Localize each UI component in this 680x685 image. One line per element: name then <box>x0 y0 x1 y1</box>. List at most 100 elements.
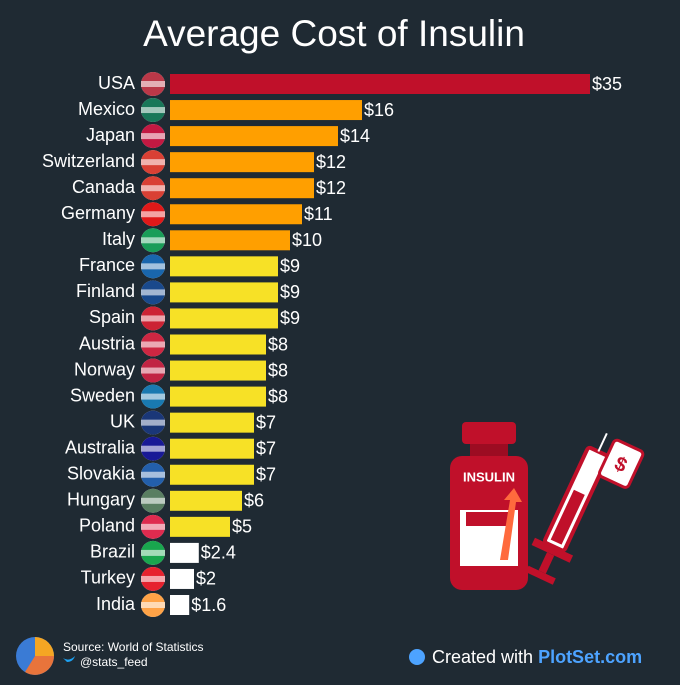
flag-band <box>141 445 165 452</box>
flag-band <box>141 237 165 244</box>
footer: Source: World of Statistics @stats_feed … <box>16 637 642 675</box>
bar <box>170 438 254 459</box>
category-label: UK <box>110 411 135 431</box>
flag-band <box>141 315 165 322</box>
value-label: $8 <box>268 360 288 380</box>
value-label: $1.6 <box>191 595 226 615</box>
value-label: $9 <box>280 282 300 302</box>
category-label: Australia <box>65 437 136 457</box>
category-label: Japan <box>86 125 135 145</box>
flag-band <box>141 107 165 114</box>
value-label: $10 <box>292 230 322 250</box>
bar <box>170 412 254 433</box>
value-label: $35 <box>592 74 622 94</box>
category-label: Slovakia <box>67 464 136 484</box>
flag-band <box>141 263 165 270</box>
flag-band <box>141 341 165 348</box>
bar <box>170 516 230 537</box>
category-label: Austria <box>79 333 136 353</box>
value-label: $12 <box>316 152 346 172</box>
flag-band <box>141 471 165 478</box>
flag-band <box>141 289 165 296</box>
flag-band <box>141 575 165 582</box>
bar <box>170 74 590 94</box>
source: Source: World of Statistics <box>63 640 204 654</box>
category-label: Hungary <box>67 490 135 510</box>
value-label: $7 <box>256 465 276 485</box>
category-label: Poland <box>79 516 135 536</box>
flag-band <box>141 133 165 140</box>
value-label: $7 <box>256 412 276 432</box>
flag-band <box>141 185 165 192</box>
category-label: India <box>96 594 136 614</box>
flag-band <box>141 393 165 400</box>
bar <box>170 256 278 277</box>
bar <box>170 360 266 381</box>
flag-band <box>141 549 165 556</box>
value-label: $6 <box>244 491 264 511</box>
flag-band <box>141 523 165 530</box>
value-label: $11 <box>304 204 333 224</box>
bar <box>170 308 278 329</box>
illustration: INSULIN $ <box>450 422 645 590</box>
value-label: $5 <box>232 517 252 537</box>
category-label: Spain <box>89 307 135 327</box>
brand: PlotSet.com <box>538 647 642 667</box>
value-label: $2 <box>196 569 216 589</box>
value-label: $8 <box>268 386 288 406</box>
category-label: Sweden <box>70 385 135 405</box>
value-label: $7 <box>256 438 276 458</box>
bill <box>466 512 512 526</box>
bar <box>170 595 190 615</box>
credit: Created with PlotSet.com <box>432 647 642 667</box>
value-label: $12 <box>316 178 346 198</box>
handle: @stats_feed <box>80 655 148 669</box>
plotset-icon <box>409 649 425 665</box>
value-label: $2.4 <box>201 543 236 563</box>
value-label: $9 <box>280 308 300 328</box>
logo-slice <box>35 637 54 656</box>
value-label: $16 <box>364 100 394 120</box>
arrow <box>500 488 522 560</box>
category-label: Finland <box>76 281 135 301</box>
category-label: France <box>79 255 135 275</box>
bar <box>170 282 278 303</box>
bar <box>170 100 362 121</box>
twitter-icon <box>63 656 75 662</box>
bar <box>170 152 314 173</box>
vial-neck <box>470 444 508 456</box>
category-label: Brazil <box>90 542 135 562</box>
category-label: Canada <box>72 177 136 197</box>
flag-band <box>141 81 165 87</box>
category-label: Norway <box>74 359 135 379</box>
category-label: USA <box>98 73 135 93</box>
bar <box>170 568 194 589</box>
category-label: Italy <box>102 229 135 249</box>
category-label: Germany <box>61 203 135 223</box>
credit-text: Created with <box>432 647 533 667</box>
bar <box>170 464 254 485</box>
bar <box>170 334 266 355</box>
chart-title: Average Cost of Insulin <box>143 13 525 54</box>
flag-band <box>141 367 165 374</box>
value-label: $14 <box>340 126 370 146</box>
category-label: Mexico <box>78 99 135 119</box>
category-label: Switzerland <box>42 151 135 171</box>
value-label: $9 <box>280 256 300 276</box>
value-label: $8 <box>268 334 288 354</box>
bar <box>170 126 338 147</box>
flag-band <box>141 159 165 166</box>
flag-band <box>141 419 165 426</box>
logo-slice <box>25 656 54 675</box>
flag-band <box>141 497 165 504</box>
bar <box>170 542 199 563</box>
category-label: Turkey <box>81 568 135 588</box>
vial-label: INSULIN <box>463 469 515 484</box>
flag-band <box>141 211 165 218</box>
bar <box>170 490 242 511</box>
flag-band <box>141 602 165 608</box>
bar <box>170 386 266 407</box>
bars: USA $35 Mexico $16 Japan $14 Switzerland $12 Can… <box>42 72 622 617</box>
vial-cap <box>462 422 516 444</box>
